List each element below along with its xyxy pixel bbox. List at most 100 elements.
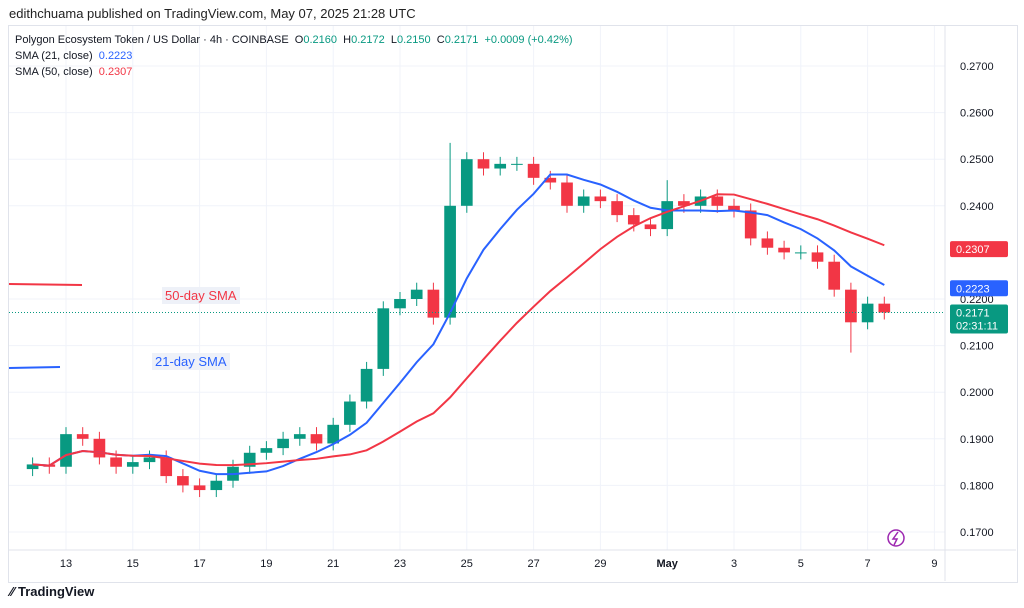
candle: [394, 299, 406, 309]
candle: [711, 196, 724, 206]
candle: [110, 457, 122, 467]
candle: [293, 434, 306, 439]
sma21-annotation-line: [8, 366, 61, 369]
candle: [494, 163, 507, 169]
candle: [845, 289, 857, 323]
x-tick-label: 5: [798, 558, 804, 570]
candle: [594, 196, 607, 202]
footer-brand: TradingView: [17, 584, 95, 599]
candle: [360, 368, 373, 402]
x-tick-label: 7: [865, 558, 871, 570]
candle: [160, 457, 173, 477]
sma50-annotation-line: [8, 283, 83, 286]
symbol-label: Polygon Ecosystem Token / US Dollar · 4h…: [15, 34, 289, 46]
badge-bg: [950, 241, 1008, 258]
change-value: +0.0009 (+0.42%): [484, 34, 573, 46]
x-tick-label: 21: [327, 558, 339, 570]
chart-legend: Polygon Ecosystem Token / US Dollar · 4h…: [15, 34, 573, 78]
badge-text: 0.2307: [956, 244, 990, 256]
candle: [828, 261, 841, 290]
candle: [260, 448, 273, 453]
y-tick-label: 0.2600: [960, 108, 994, 120]
sma21-price-badge: 0.2223: [950, 280, 1008, 297]
y-tick-label: 0.1700: [960, 527, 994, 539]
candle: [210, 480, 223, 491]
badge-bg: [950, 304, 1008, 334]
badge-text: 0.2223: [956, 283, 990, 295]
candle: [143, 457, 156, 463]
y-tick-label: 0.2200: [960, 294, 994, 306]
sma21-value: 0.2223: [98, 50, 133, 62]
candle: [744, 210, 757, 239]
lightning-bolt-icon: [891, 531, 899, 546]
candle: [427, 289, 440, 318]
candle: [26, 464, 39, 470]
candle: [444, 205, 456, 318]
candle: [410, 289, 423, 299]
candle: [728, 205, 740, 211]
x-tick-label: 23: [394, 558, 406, 570]
y-tick-label: 0.1800: [960, 480, 994, 492]
candle: [310, 434, 323, 444]
annotation-50-day-sma: 50-day SMA: [162, 287, 240, 304]
x-tick-label: 13: [60, 558, 72, 570]
candle: [177, 476, 189, 486]
x-tick-label: 29: [594, 558, 606, 570]
candle: [60, 434, 72, 467]
y-tick-label: 0.2500: [960, 154, 994, 166]
badge-text: 02:31:11: [956, 321, 998, 333]
x-tick-label: 17: [193, 558, 205, 570]
candle: [577, 196, 590, 206]
candle: [611, 201, 623, 216]
candle: [243, 452, 256, 467]
open-value: 0.2160: [303, 34, 338, 46]
sma50-label: SMA (50, close): [15, 66, 93, 78]
candle: [878, 303, 891, 313]
candle: [76, 434, 89, 439]
y-tick-label: 0.2700: [960, 61, 994, 73]
candle: [561, 182, 573, 206]
candle: [661, 201, 674, 230]
y-tick-label: 0.2100: [960, 341, 994, 353]
tradingview-logo[interactable]: ⁄⁄ TradingView: [10, 584, 95, 599]
sma50-value: 0.2307: [98, 66, 133, 78]
candle: [93, 438, 106, 458]
x-tick-label: 15: [127, 558, 139, 570]
candle: [627, 215, 640, 225]
close-value: 0.2171: [444, 34, 479, 46]
candle: [678, 201, 690, 206]
sma50-line: [32, 193, 885, 467]
candle: [193, 485, 206, 491]
candle: [761, 238, 774, 248]
high-value: 0.2172: [351, 34, 385, 46]
badge-bg: [950, 280, 1008, 297]
x-tick-label: May: [656, 558, 678, 570]
candle: [544, 177, 557, 183]
candle: [811, 252, 824, 262]
lightning-icon: [887, 529, 905, 547]
sma50-price-badge: 0.2307: [950, 241, 1008, 258]
x-tick-label: 27: [527, 558, 539, 570]
candle: [460, 159, 473, 206]
candle: [126, 462, 139, 467]
candle: [527, 163, 540, 178]
y-tick-label: 0.2400: [960, 201, 994, 213]
sma21-label: SMA (21, close): [15, 50, 93, 62]
candle: [377, 308, 390, 369]
publisher-line: edithchuama published on TradingView.com…: [9, 6, 416, 21]
x-tick-label: 9: [931, 558, 937, 570]
candle: [344, 401, 356, 425]
candle: [644, 224, 657, 230]
y-tick-label: 0.1900: [960, 434, 994, 446]
x-tick-label: 19: [260, 558, 272, 570]
badge-text: 0.2171: [956, 308, 990, 320]
chart-frame[interactable]: [8, 25, 1018, 583]
candle: [277, 438, 289, 449]
candle: [794, 252, 807, 254]
candle: [477, 159, 490, 169]
annotation-21-day-sma: 21-day SMA: [152, 353, 230, 370]
low-value: 0.2150: [396, 34, 431, 46]
candle: [327, 424, 340, 444]
